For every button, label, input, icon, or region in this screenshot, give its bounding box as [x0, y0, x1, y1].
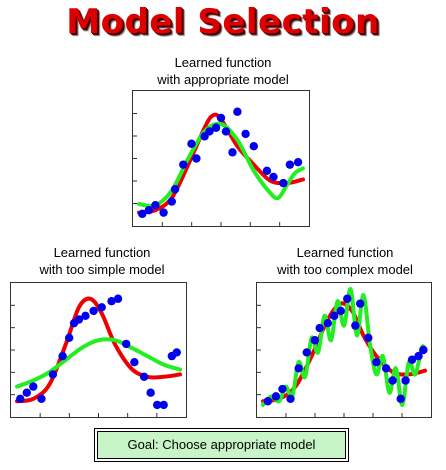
- data-point: [216, 113, 226, 123]
- data-point: [159, 400, 168, 410]
- page-title: Model Selection: [66, 2, 380, 42]
- data-point: [269, 172, 278, 182]
- data-point: [419, 345, 428, 355]
- caption-too-complex-line2: with too complex model: [277, 262, 413, 277]
- plot-appropriate-model: [132, 90, 310, 227]
- learned-function-curve: [137, 121, 305, 209]
- data-point: [29, 382, 38, 391]
- caption-too-complex-line1: Learned function: [296, 245, 394, 260]
- data-point: [310, 336, 320, 345]
- data-point: [336, 306, 345, 316]
- data-point: [187, 139, 196, 148]
- data-point: [294, 364, 303, 373]
- data-point: [278, 384, 287, 394]
- data-point: [144, 205, 154, 215]
- data-point: [97, 303, 106, 312]
- data-point: [74, 315, 84, 324]
- data-point: [286, 394, 295, 403]
- data-point: [279, 178, 288, 188]
- data-point: [16, 394, 25, 403]
- data-point: [233, 107, 242, 116]
- data-point: [89, 306, 98, 316]
- plot-too-simple-model: [10, 282, 187, 418]
- data-point: [407, 355, 417, 364]
- data-point: [22, 388, 31, 397]
- data-point: [241, 129, 250, 139]
- caption-too-simple-line2: with too simple model: [39, 262, 165, 277]
- plot-svg: [133, 107, 305, 226]
- data-point: [228, 148, 237, 157]
- data-point: [48, 370, 58, 379]
- data-point: [211, 123, 221, 132]
- data-point: [58, 351, 67, 361]
- data-point: [293, 157, 303, 167]
- data-point: [205, 127, 214, 136]
- data-point: [221, 127, 231, 136]
- data-point: [323, 318, 332, 328]
- data-point: [249, 142, 258, 151]
- data-point: [414, 351, 423, 361]
- data-point: [330, 311, 339, 321]
- caption-appropriate-line1: Learned function: [174, 55, 272, 70]
- data-point: [381, 364, 391, 373]
- plot-too-complex-model: [256, 282, 432, 418]
- data-point: [271, 392, 281, 401]
- data-point: [64, 333, 74, 342]
- learned-function-curve: [261, 286, 427, 407]
- data-point: [159, 208, 168, 217]
- data-point: [343, 294, 352, 303]
- data-point: [396, 394, 405, 403]
- data-point: [315, 323, 324, 333]
- data-point: [113, 294, 123, 303]
- data-point: [364, 333, 373, 342]
- true-function-curve: [15, 296, 182, 404]
- data-point: [172, 348, 181, 357]
- learned-function-curve: [15, 337, 182, 389]
- plot-svg: [257, 286, 428, 417]
- data-point: [351, 321, 360, 330]
- data-point: [152, 400, 162, 410]
- data-point: [130, 358, 139, 367]
- data-point: [263, 397, 273, 406]
- caption-appropriate: Learned function with appropriate model: [123, 54, 323, 88]
- data-point: [81, 311, 90, 321]
- data-point: [151, 201, 160, 210]
- caption-appropriate-line2: with appropriate model: [157, 72, 289, 87]
- data-point: [139, 372, 149, 382]
- data-point: [372, 358, 381, 367]
- data-point: [167, 197, 176, 206]
- data-point: [179, 160, 188, 169]
- data-point: [285, 160, 295, 169]
- data-point: [170, 185, 180, 194]
- data-point: [401, 376, 410, 385]
- data-point: [37, 394, 46, 403]
- data-point: [138, 209, 147, 219]
- data-point: [262, 166, 272, 175]
- data-point: [302, 348, 311, 357]
- data-point: [146, 388, 155, 397]
- caption-too-simple-line1: Learned function: [53, 245, 151, 260]
- plot-svg: [11, 294, 182, 417]
- caption-too-simple: Learned function with too simple model: [2, 244, 202, 278]
- data-point: [388, 376, 397, 385]
- caption-too-complex: Learned function with too complex model: [245, 244, 445, 278]
- goal-box: Goal: Choose appropriate model: [97, 431, 346, 459]
- data-point: [192, 154, 201, 163]
- data-point: [356, 299, 365, 308]
- data-point: [122, 339, 131, 349]
- data-point: [107, 297, 116, 306]
